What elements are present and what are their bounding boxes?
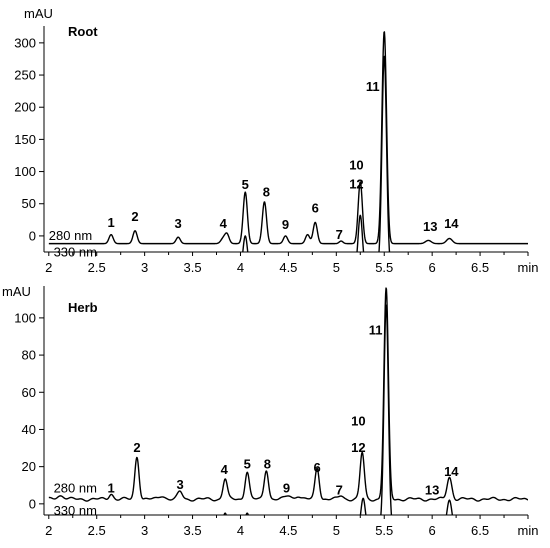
peak-label-9: 9 — [282, 217, 289, 232]
peak-label-13: 13 — [423, 219, 437, 234]
y-axis-unit-label: mAU — [2, 284, 31, 299]
peak-label-13: 13 — [425, 483, 439, 498]
peak-label-8: 8 — [264, 457, 271, 472]
herb-chromatogram-panel: mAU 0 20 40 60 80 100 2 2.5 3 3.5 4 4.5 5 5.5 6 6.5 min He… — [2, 284, 538, 538]
panel-title: Root — [68, 24, 98, 39]
x-tick-label: 4 — [237, 260, 244, 275]
peak-label-11: 11 — [369, 323, 383, 338]
trace-label: 330 nm — [54, 245, 97, 260]
y-tick-label: 40 — [22, 422, 36, 437]
x-tick-label: 6.5 — [471, 260, 489, 275]
y-tick-label: 80 — [22, 348, 36, 363]
x-tick-label: 4.5 — [279, 523, 297, 538]
y-tick-label: 100 — [14, 164, 36, 179]
y-tick-label: 0 — [29, 228, 36, 243]
y-tick-label: 50 — [22, 196, 36, 211]
peak-label-4: 4 — [221, 462, 229, 477]
peak-label-8: 8 — [263, 185, 270, 200]
peak-label-3: 3 — [176, 477, 183, 492]
peak-label-10: 10 — [351, 414, 365, 429]
peak-label-9: 9 — [283, 481, 290, 496]
x-tick-label: 4.5 — [279, 260, 297, 275]
peak-label-12: 12 — [349, 176, 363, 191]
peak-label-14: 14 — [444, 464, 459, 479]
x-tick-label: 5 — [333, 523, 340, 538]
y-tick-label: 300 — [14, 35, 36, 50]
x-tick-label: 4 — [237, 523, 244, 538]
x-tick-label: 6 — [429, 260, 436, 275]
x-tick-label: 5.5 — [375, 260, 393, 275]
peak-label-7: 7 — [336, 483, 343, 498]
peak-label-6: 6 — [312, 201, 319, 216]
peak-label-11: 11 — [366, 79, 380, 94]
x-tick-label: 2 — [45, 260, 52, 275]
peak-label-1: 1 — [107, 481, 114, 496]
y-tick-label: 100 — [14, 310, 36, 325]
root-chromatogram-panel: mAU 0 50 100 150 200 250 300 2 2.5 3 3.5 4 4.5 5 5.5 6 6.… — [14, 6, 538, 275]
x-tick-label: 2 — [45, 523, 52, 538]
y-tick-label: 150 — [14, 132, 36, 147]
x-tick-label: 3.5 — [184, 523, 202, 538]
peak-label-7: 7 — [336, 227, 343, 242]
y-tick-label: 60 — [22, 385, 36, 400]
trace-label: 330 nm — [54, 503, 97, 518]
x-tick-label: 6 — [429, 523, 436, 538]
x-tick-label: 5.5 — [375, 523, 393, 538]
y-tick-label: 250 — [14, 68, 36, 83]
peak-label-4: 4 — [220, 216, 228, 231]
peak-label-2: 2 — [133, 440, 140, 455]
peak-label-3: 3 — [175, 216, 182, 231]
y-tick-label: 200 — [14, 100, 36, 115]
panel-title: Herb — [68, 300, 98, 315]
trace-330nm — [242, 55, 391, 252]
y-tick-label: 0 — [29, 496, 36, 511]
peak-label-14: 14 — [444, 216, 459, 231]
trace-label: 280 nm — [54, 481, 97, 496]
x-tick-label: 2.5 — [88, 523, 106, 538]
y-tick-label: 20 — [22, 459, 36, 474]
y-axis-unit-label: mAU — [24, 6, 53, 21]
peak-label-12: 12 — [351, 440, 365, 455]
x-tick-label: 6.5 — [471, 523, 489, 538]
peak-label-2: 2 — [131, 209, 138, 224]
trace-label: 280 nm — [49, 228, 92, 243]
x-tick-label: 3 — [141, 523, 148, 538]
peak-label-5: 5 — [244, 457, 251, 472]
x-tick-label: 3 — [141, 260, 148, 275]
peak-label-1: 1 — [107, 215, 114, 230]
peak-label-5: 5 — [242, 177, 249, 192]
x-tick-label: 5 — [333, 260, 340, 275]
x-tick-label: 3.5 — [184, 260, 202, 275]
trace-280nm — [48, 287, 528, 502]
peak-label-10: 10 — [349, 158, 363, 173]
x-tick-label: 2.5 — [88, 260, 106, 275]
x-tick-label: min — [518, 260, 539, 275]
trace-330nm — [223, 304, 454, 515]
x-tick-label: min — [518, 523, 539, 538]
trace-280nm — [48, 31, 528, 245]
peak-label-6: 6 — [314, 460, 321, 475]
